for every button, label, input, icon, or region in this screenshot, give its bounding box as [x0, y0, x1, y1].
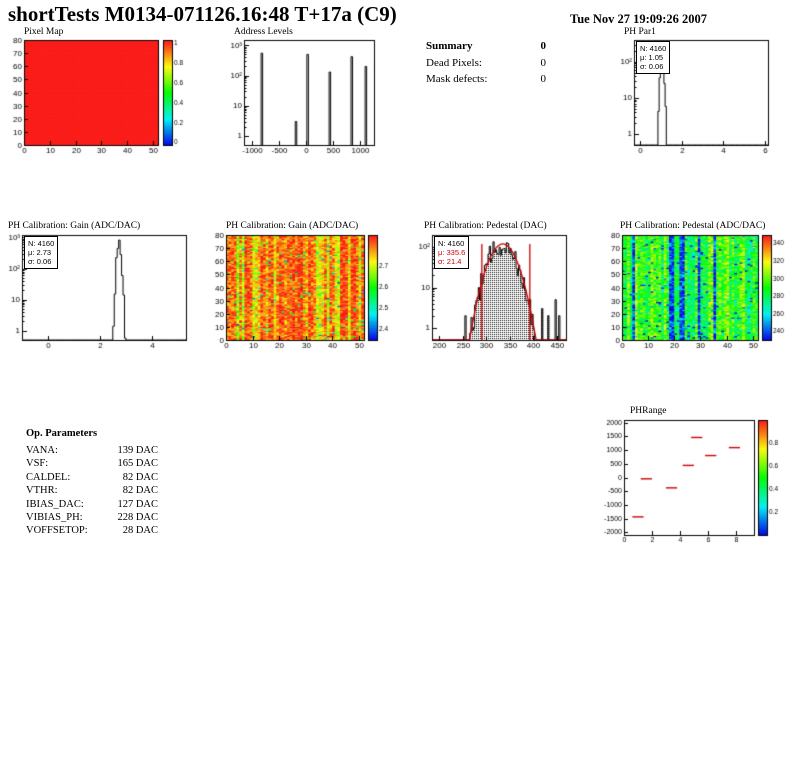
summary-total-value: 0: [540, 40, 547, 52]
op-param-value: 139 DAC: [117, 445, 158, 456]
op-param-label: VIBIAS_PH:: [26, 512, 83, 524]
stat-entries: N: 4160: [28, 239, 55, 248]
op-param-row: IBIAS_DAC: 127 DAC: [26, 498, 158, 511]
op-param-label: VSF:: [26, 458, 49, 470]
gain-histogram-title: PH Calibration: Gain (ADC/DAC): [8, 221, 141, 231]
op-param-row: CALDEL: 82 DAC: [26, 471, 158, 484]
stat-sigma: σ: 21.4: [438, 257, 462, 266]
gain-heatmap: [212, 220, 392, 352]
summary-row-value: 0: [540, 73, 547, 85]
summary-title: Summary: [426, 40, 473, 52]
pixel-map-title: Pixel Map: [24, 27, 64, 37]
pedestal-histogram-title: PH Calibration: Pedestal (DAC): [424, 221, 547, 231]
op-param-label: VTHR:: [26, 485, 58, 497]
gain-stats-box: N: 4160 μ: 2.73 σ: 0.06: [24, 236, 59, 269]
stat-mean: μ: 2.73: [28, 248, 52, 257]
op-param-row: VIBIAS_PH: 228 DAC: [26, 511, 158, 524]
op-parameters-block: Op. Parameters VANA: 139 DAC VSF: 165 DA…: [26, 428, 158, 538]
summary-row-label: Dead Pixels:: [426, 56, 482, 69]
stat-sigma: σ: 0.06: [28, 257, 52, 266]
summary-row-dead-pixels: Dead Pixels: 0: [426, 57, 546, 69]
summary-row-mask-defects: Mask defects: 0: [426, 73, 546, 85]
panel-pixel-map: Pixel Map: [6, 26, 198, 158]
summary-header-row: Summary 0: [426, 40, 546, 52]
report-title: shortTests M0134-071126.16:48 T+17a (C9): [8, 2, 397, 26]
op-param-value: 28 DAC: [122, 525, 158, 537]
op-param-label: VOFFSETOP:: [26, 525, 88, 537]
summary-row-value: 0: [540, 56, 547, 69]
summary-row-label: Mask defects:: [426, 73, 488, 85]
stat-sigma: σ: 0.06: [640, 62, 664, 71]
op-param-row: VSF: 165 DAC: [26, 457, 158, 470]
ph-par1-stats-box: N: 4160 μ: 1.05 σ: 0.06: [636, 41, 671, 74]
panel-gain-map: PH Calibration: Gain (ADC/DAC): [212, 220, 392, 352]
op-param-value: 82 DAC: [122, 485, 158, 497]
pedestal-heatmap: [606, 220, 796, 352]
op-param-row: VTHR: 82 DAC: [26, 484, 158, 497]
ph-par1-title: PH Par1: [624, 27, 656, 37]
gain-map-title: PH Calibration: Gain (ADC/DAC): [226, 221, 359, 231]
ph-range-title: PHRange: [630, 406, 667, 416]
panel-ph-range: PHRange: [598, 406, 796, 546]
op-param-row: VANA: 139 DAC: [26, 444, 158, 457]
summary-block: Summary 0 Dead Pixels: 0 Mask defects: 0: [426, 40, 546, 90]
address-levels-histogram: [224, 26, 388, 158]
op-param-row: VOFFSETOP: 28 DAC: [26, 524, 158, 537]
op-param-label: IBIAS_DAC:: [26, 498, 84, 510]
pixel-map-heatmap: [6, 26, 198, 158]
panel-pedestal-map: PH Calibration: Pedestal (ADC/DAC): [606, 220, 796, 352]
report-timestamp: Tue Nov 27 19:09:26 2007: [570, 12, 708, 26]
ph-range-plot: [598, 406, 796, 546]
op-param-value: 165 DAC: [117, 458, 158, 470]
address-levels-title: Address Levels: [234, 27, 293, 37]
op-param-value: 228 DAC: [117, 512, 158, 524]
pedestal-map-title: PH Calibration: Pedestal (ADC/DAC): [620, 221, 766, 231]
pedestal-stats-box: N: 4160 μ: 335.6 σ: 21.4: [434, 236, 470, 269]
op-param-label: CALDEL:: [26, 471, 71, 483]
op-param-value: 82 DAC: [122, 471, 158, 483]
panel-address-levels: Address Levels: [224, 26, 388, 158]
stat-mean: μ: 1.05: [640, 53, 664, 62]
op-param-label: VANA:: [26, 445, 58, 456]
stat-mean: μ: 335.6: [438, 248, 466, 257]
op-param-value: 127 DAC: [117, 498, 158, 510]
op-parameters-title: Op. Parameters: [26, 428, 98, 439]
stat-entries: N: 4160: [640, 44, 667, 53]
stat-entries: N: 4160: [438, 239, 465, 248]
